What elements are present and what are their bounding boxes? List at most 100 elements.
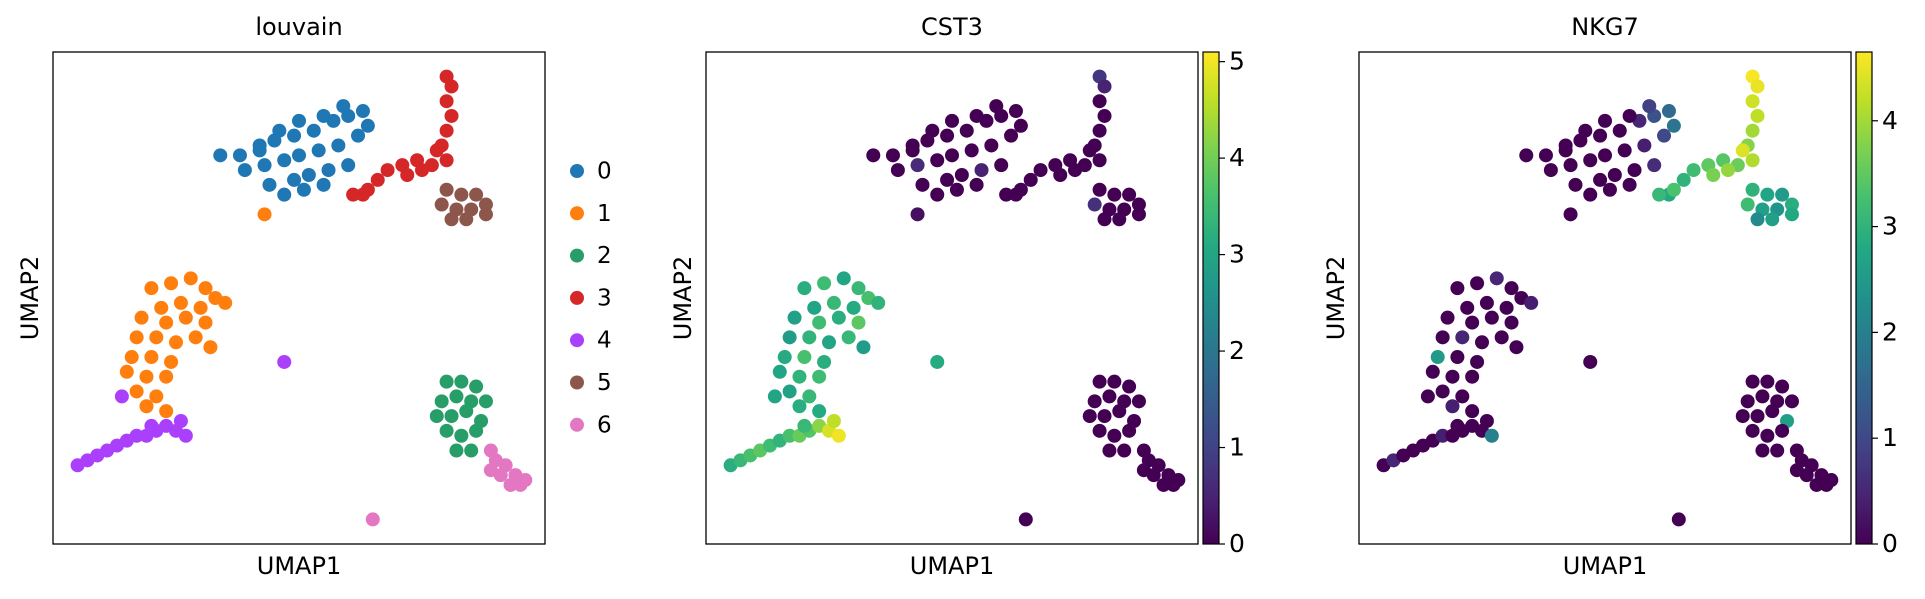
point <box>218 295 233 310</box>
point <box>1435 330 1450 345</box>
point <box>1131 197 1146 212</box>
point <box>1097 409 1112 424</box>
point <box>1583 187 1598 202</box>
point <box>296 182 311 197</box>
y-axis-label: UMAP2 <box>669 256 697 340</box>
colorbar-tick-label: 5 <box>1229 47 1245 76</box>
point <box>1612 123 1627 138</box>
point <box>1745 123 1760 138</box>
point <box>336 99 351 114</box>
legend-label: 6 <box>597 412 612 438</box>
point <box>1092 182 1107 197</box>
point <box>930 187 945 202</box>
point <box>1033 163 1048 178</box>
legend-marker <box>570 290 584 305</box>
point <box>1750 212 1765 227</box>
point <box>1008 104 1023 119</box>
point <box>129 330 144 345</box>
point <box>1092 153 1107 168</box>
point <box>1598 113 1612 128</box>
legend-label: 0 <box>597 159 612 185</box>
point <box>444 409 459 424</box>
point <box>173 414 188 428</box>
point <box>173 295 188 310</box>
point <box>159 369 174 384</box>
point <box>1706 168 1721 182</box>
point <box>1652 187 1667 202</box>
point <box>449 443 464 458</box>
point <box>198 281 213 296</box>
point <box>316 108 331 123</box>
point <box>1131 207 1146 222</box>
point <box>1470 276 1485 291</box>
colorbar-tick-label: 1 <box>1882 423 1898 452</box>
chart-title: louvain <box>255 13 342 41</box>
colorbar-tick-label: 4 <box>1882 106 1898 135</box>
point <box>1543 163 1558 178</box>
y-axis-label: UMAP2 <box>1322 256 1350 340</box>
point <box>439 94 454 109</box>
point <box>969 177 984 192</box>
point <box>1721 163 1735 178</box>
point <box>826 414 841 428</box>
point <box>277 153 292 168</box>
panel: louvain UMAP1 UMAP2 0 1 2 3 4 5 6 <box>16 13 612 580</box>
point <box>1642 99 1657 114</box>
colorbar <box>1855 51 1873 545</box>
point <box>478 207 493 222</box>
point <box>129 428 144 443</box>
point <box>351 128 366 143</box>
point <box>188 330 203 345</box>
point <box>159 404 174 419</box>
point <box>454 187 469 202</box>
x-axis-label: UMAP1 <box>910 552 994 580</box>
point <box>851 315 866 330</box>
point <box>1092 423 1107 438</box>
point <box>1583 354 1598 369</box>
point <box>1435 384 1450 399</box>
point <box>346 187 361 202</box>
point <box>459 212 474 227</box>
point <box>159 315 174 330</box>
point <box>306 123 321 138</box>
point <box>129 384 144 399</box>
point <box>1524 295 1539 310</box>
point <box>772 364 787 379</box>
point <box>797 350 812 365</box>
point <box>969 108 984 123</box>
point <box>1622 108 1637 123</box>
panel: NKG7 UMAP1 UMAP2 0 1 2 3 4 <box>1322 13 1898 580</box>
point <box>149 330 164 345</box>
point <box>439 123 454 138</box>
legend-label: 2 <box>597 243 612 269</box>
point <box>1092 374 1107 389</box>
point <box>1494 330 1509 345</box>
point <box>478 394 493 409</box>
point <box>193 300 208 315</box>
colorbar-tick-label: 0 <box>1882 529 1898 558</box>
point <box>1087 197 1102 212</box>
legend-label: 5 <box>597 370 612 396</box>
point <box>851 281 866 296</box>
point <box>454 428 469 443</box>
point <box>885 148 900 163</box>
point <box>1499 300 1514 315</box>
point <box>1445 399 1460 414</box>
point <box>1824 473 1839 488</box>
point <box>802 389 817 404</box>
point <box>365 512 380 527</box>
point <box>1484 310 1499 325</box>
point <box>1504 315 1519 330</box>
point <box>400 168 415 182</box>
point <box>1745 423 1760 438</box>
legend-label: 3 <box>597 285 612 311</box>
point <box>831 310 846 325</box>
point <box>1750 79 1765 94</box>
point <box>1745 94 1760 109</box>
point <box>1775 379 1790 394</box>
point <box>114 389 129 404</box>
point <box>415 163 429 178</box>
point <box>139 399 154 414</box>
point <box>1538 148 1553 163</box>
point <box>1107 428 1122 443</box>
